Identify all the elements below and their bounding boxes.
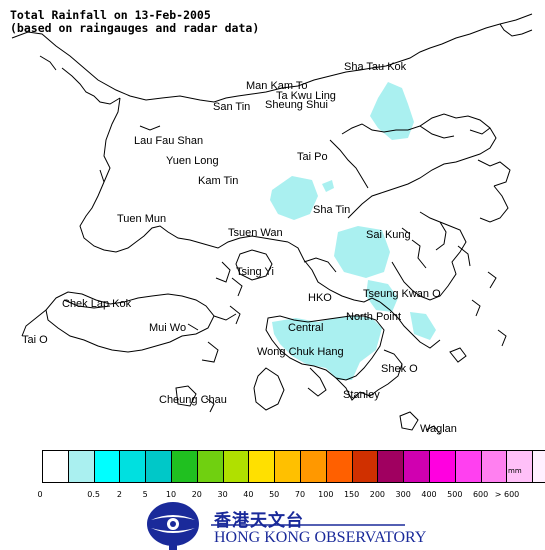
legend-tick-label: 300 bbox=[395, 490, 411, 499]
legend-swatch bbox=[480, 450, 508, 483]
place-sheung-shui: Sheung Shui bbox=[265, 99, 328, 111]
place-hko: HKO bbox=[308, 292, 332, 304]
place-tuen-mun: Tuen Mun bbox=[117, 213, 166, 225]
legend-tick-label: 20 bbox=[191, 490, 202, 499]
legend-tick-label: 10 bbox=[165, 490, 177, 499]
coastlines bbox=[11, 13, 533, 435]
place-tsuen-wan: Tsuen Wan bbox=[228, 227, 283, 239]
legend-tick-label: 0.5 bbox=[87, 490, 100, 499]
legend-swatch bbox=[454, 450, 482, 483]
legend-swatch bbox=[351, 450, 379, 483]
legend-swatch bbox=[196, 450, 224, 483]
legend-swatch bbox=[93, 450, 121, 483]
place-cheung-chau: Cheung Chau bbox=[159, 394, 227, 406]
legend-tick-label: 0 bbox=[37, 490, 43, 499]
place-chek-lap-kok: Chek Lap Kok bbox=[62, 298, 132, 310]
legend-tick-label: 100 bbox=[318, 490, 334, 499]
place-san-tin: San Tin bbox=[213, 101, 250, 113]
legend-unit: mm bbox=[508, 467, 522, 475]
legend-swatch bbox=[429, 450, 456, 483]
place-tai-po: Tai Po bbox=[297, 151, 328, 163]
legend-swatch bbox=[119, 450, 147, 483]
observatory-logo bbox=[147, 502, 405, 550]
legend-tick-label: 50 bbox=[269, 490, 280, 499]
legend-tick-label: 2 bbox=[116, 490, 122, 499]
org-name-chinese: 香港天文台 bbox=[214, 511, 304, 531]
legend-swatch bbox=[377, 450, 405, 483]
legend-swatch bbox=[171, 450, 198, 483]
place-mui-wo: Mui Wo bbox=[149, 322, 186, 334]
place-tai-o: Tai O bbox=[22, 334, 48, 346]
legend-tick-label: 70 bbox=[294, 490, 306, 499]
place-north-point: North Point bbox=[346, 311, 401, 323]
legend-swatch bbox=[325, 450, 353, 483]
legend-swatch bbox=[403, 450, 430, 483]
place-tsing-yi: Tsing Yi bbox=[236, 266, 274, 278]
legend-swatch bbox=[300, 450, 327, 483]
legend-swatch bbox=[532, 450, 545, 483]
map-title: Total Rainfall on 13-Feb-2005 bbox=[10, 8, 211, 22]
place-labels: Sha Tau Kok Man Kam To Ta Kwu Ling San T… bbox=[22, 61, 457, 435]
observatory-emblem-icon bbox=[147, 502, 199, 550]
rain-areas bbox=[270, 82, 436, 380]
legend-tick-label: 150 bbox=[343, 490, 360, 499]
legend-tick-label: 5 bbox=[142, 490, 148, 499]
legend-swatch bbox=[67, 450, 95, 483]
place-shek-o: Shek O bbox=[381, 363, 418, 375]
legend-tick-label: 200 bbox=[369, 490, 386, 499]
place-yuen-long: Yuen Long bbox=[166, 155, 219, 167]
legend-swatch bbox=[222, 450, 250, 483]
place-wong-chuk-hang: Wong Chuk Hang bbox=[257, 346, 344, 358]
legend-swatch bbox=[42, 450, 69, 483]
legend-tick-label: > 600 bbox=[494, 490, 520, 499]
place-man-kam-to: Man Kam To bbox=[246, 80, 308, 92]
place-central: Central bbox=[288, 322, 323, 334]
place-ta-kwu-ling: Ta Kwu Ling bbox=[276, 90, 336, 102]
legend-swatch bbox=[506, 450, 534, 483]
legend-tick-label: 40 bbox=[243, 490, 254, 499]
place-waglan: Waglan bbox=[420, 423, 457, 435]
legend-swatch bbox=[274, 450, 301, 483]
place-kam-tin: Kam Tin bbox=[198, 175, 238, 187]
place-tseung-kwan-o: Tseung Kwan O bbox=[363, 288, 441, 300]
org-name-english: HONG KONG OBSERVATORY bbox=[214, 529, 427, 546]
place-lau-fau-shan: Lau Fau Shan bbox=[134, 135, 203, 147]
legend-tick-label: 30 bbox=[217, 490, 228, 499]
legend-swatch bbox=[248, 450, 276, 483]
place-stanley: Stanley bbox=[343, 389, 380, 401]
map-subtitle: (based on raingauges and radar data) bbox=[10, 21, 260, 35]
place-sha-tin: Sha Tin bbox=[313, 204, 350, 216]
place-sha-tau-kok: Sha Tau Kok bbox=[344, 61, 407, 73]
rainfall-map: Sha Tau Kok Man Kam To Ta Kwu Ling San T… bbox=[11, 13, 533, 435]
place-sai-kung: Sai Kung bbox=[366, 229, 411, 241]
legend-swatch bbox=[145, 450, 172, 483]
legend-tick-label: 500 bbox=[447, 490, 463, 499]
legend-tick-label: 400 bbox=[421, 490, 437, 499]
legend-tick-label: 600 bbox=[472, 490, 489, 499]
